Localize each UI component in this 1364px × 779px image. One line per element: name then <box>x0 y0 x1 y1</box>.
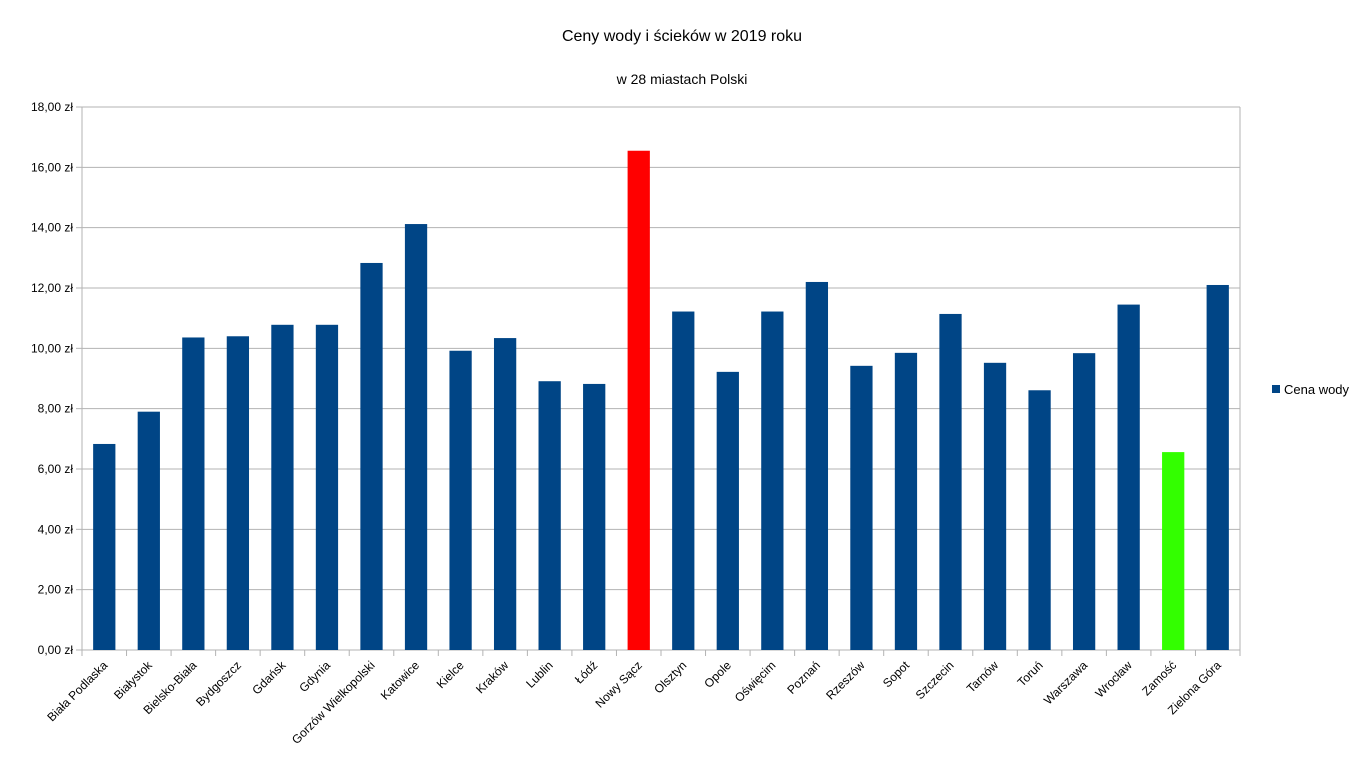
bar <box>93 443 116 650</box>
legend: Cena wody <box>1272 382 1350 397</box>
x-tick-label: Katowice <box>378 658 423 703</box>
x-tick-label: Nowy Sącz <box>593 658 645 710</box>
x-tick-label: Lublin <box>523 658 556 691</box>
y-tick-label: 18,00 zł <box>31 100 73 114</box>
x-tick-label: Białystok <box>111 658 156 703</box>
bar <box>449 350 472 650</box>
bars <box>93 150 1229 650</box>
y-tick-label: 8,00 zł <box>38 402 74 416</box>
y-tick-label: 2,00 zł <box>38 583 74 597</box>
bar <box>627 150 650 650</box>
x-tick-label: Warszawa <box>1041 658 1090 707</box>
x-tick-label: Gorzów Wielkopolski <box>289 658 378 747</box>
bar <box>850 365 873 650</box>
y-tick-label: 6,00 zł <box>38 462 74 476</box>
bar <box>493 338 517 650</box>
x-tick-label: Olsztyn <box>651 658 689 696</box>
legend-label: Cena wody <box>1284 382 1350 397</box>
y-tick-label: 12,00 zł <box>31 281 73 295</box>
bar <box>538 381 561 650</box>
x-tick-label: Sopot <box>880 658 913 691</box>
bar <box>805 281 829 650</box>
bar <box>182 337 205 650</box>
y-tick-label: 0,00 zł <box>38 643 74 657</box>
bar <box>1117 304 1140 650</box>
bar <box>404 224 428 650</box>
bar <box>1162 452 1185 650</box>
bar <box>315 324 339 650</box>
bar <box>226 336 250 650</box>
bar <box>894 352 918 650</box>
y-tick-label: 4,00 zł <box>38 522 74 536</box>
bar <box>761 311 784 650</box>
bar <box>1072 353 1096 650</box>
y-tick-label: 14,00 zł <box>31 221 73 235</box>
x-tick-label: Kielce <box>434 658 467 691</box>
y-tick-label: 16,00 zł <box>31 160 73 174</box>
x-tick-label: Toruń <box>1015 658 1046 689</box>
bar <box>1206 284 1229 650</box>
x-tick-label: Kraków <box>473 658 511 696</box>
x-axis-ticks: Biała Podlaska BiałystokBielsko-BiałaBydg… <box>44 650 1241 747</box>
bar <box>137 411 160 650</box>
x-tick-label: Gdynia <box>296 658 333 695</box>
chart-title: Ceny wody i ścieków w 2019 roku <box>562 28 802 45</box>
x-tick-label: Biała Podlaska <box>44 658 110 724</box>
x-tick-label: Rzeszów <box>823 658 868 703</box>
bar <box>583 383 606 650</box>
gridlines <box>81 106 1241 651</box>
bar <box>360 262 383 650</box>
x-tick-label: Oświęcim <box>732 658 779 705</box>
x-tick-label: Wrocław <box>1092 658 1135 701</box>
bar <box>939 313 962 650</box>
legend-swatch <box>1272 385 1280 393</box>
bar <box>716 371 739 650</box>
x-tick-label: Szczecin <box>913 658 957 702</box>
x-tick-label: Opole <box>701 658 734 691</box>
bar <box>1028 390 1051 650</box>
bar <box>672 311 695 650</box>
y-axis-ticks: 0,00 zł 2,00 zł 4,00 zł 6,00 zł 8,00 zł 10,00… <box>31 100 82 657</box>
chart-subtitle: w 28 miastach Polski <box>616 71 748 87</box>
x-tick-label: Tarnów <box>964 658 1001 695</box>
x-tick-label: Bydgoszcz <box>193 658 244 709</box>
bar <box>271 324 294 650</box>
bar <box>983 362 1007 650</box>
x-tick-label: Poznań <box>784 658 823 697</box>
x-tick-label: Gdańsk <box>249 658 289 698</box>
y-tick-label: 10,00 zł <box>31 341 73 355</box>
x-tick-label: Zamość <box>1139 658 1179 698</box>
x-tick-label: Łódź <box>572 658 600 686</box>
